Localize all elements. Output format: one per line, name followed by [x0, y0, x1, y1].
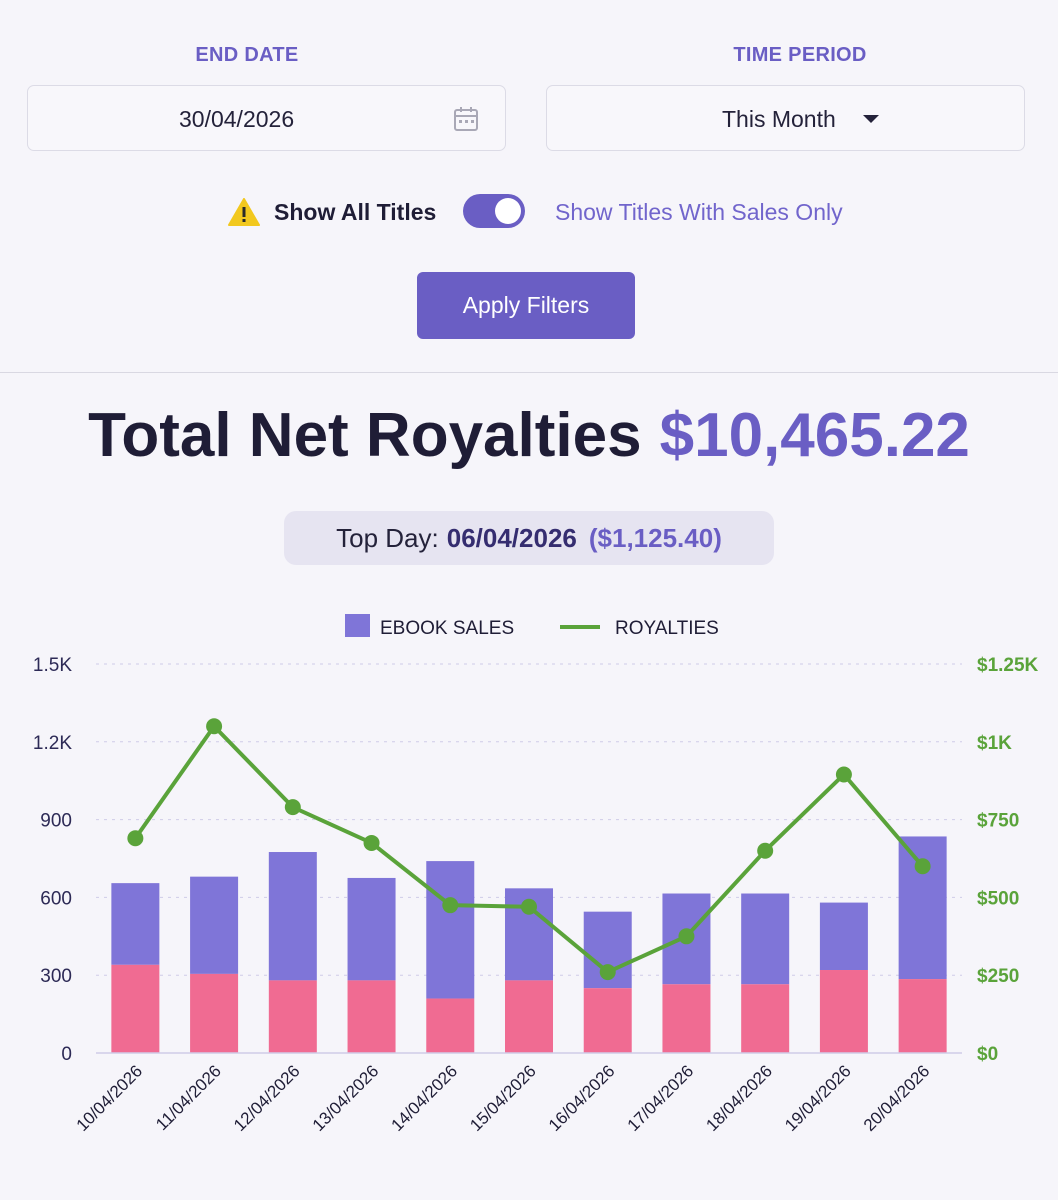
y-right-tick-label: $500: [977, 888, 1019, 909]
x-tick-label: 14/04/2026: [387, 1061, 461, 1135]
royalties-point: [678, 928, 695, 945]
x-tick-label: 15/04/2026: [466, 1061, 540, 1135]
ebook-sales-bar: [741, 893, 790, 985]
time-period-value: This Month: [722, 106, 836, 132]
legend-label-ebook: EBOOK SALES: [380, 618, 514, 639]
royalties-point: [757, 842, 774, 859]
legend-swatch-ebook: [345, 614, 370, 637]
y-left-tick-label: 1.5K: [33, 655, 72, 676]
top-day-label: Top Day:: [336, 523, 439, 553]
x-tick-label: 16/04/2026: [545, 1061, 619, 1135]
ebook-sales-bar: [347, 877, 396, 981]
royalties-heading: Total Net Royalties $10,465.22: [0, 400, 1058, 471]
time-period-select[interactable]: This Month: [546, 85, 1025, 151]
end-date-field[interactable]: 30/04/2026: [27, 85, 506, 151]
show-sales-only-label[interactable]: Show Titles With Sales Only: [555, 199, 843, 225]
paperback-sales-bar: [819, 970, 868, 1053]
paperback-sales-bar: [741, 984, 790, 1053]
royalties-point: [363, 834, 380, 851]
y-right-tick-label: $750: [977, 811, 1019, 832]
toggle-knob: [495, 198, 521, 224]
y-left-tick-label: 600: [40, 888, 72, 909]
royalties-point: [835, 766, 852, 783]
paperback-sales-bar: [583, 988, 632, 1053]
royalties-point: [206, 718, 223, 735]
x-tick-label: 20/04/2026: [860, 1061, 934, 1135]
warning-icon: [228, 198, 260, 226]
y-left-tick-label: 900: [40, 811, 72, 832]
royalties-point: [284, 799, 301, 816]
ebook-sales-bar: [819, 902, 868, 971]
x-tick-label: 18/04/2026: [702, 1061, 776, 1135]
end-date-value: 30/04/2026: [179, 106, 295, 132]
y-right-tick-label: $250: [977, 966, 1019, 987]
x-tick-label: 13/04/2026: [309, 1061, 383, 1135]
y-right-tick-label: $1K: [977, 733, 1012, 754]
royalties-point: [521, 898, 537, 915]
top-day-amount: ($1,125.40): [588, 523, 722, 553]
paperback-sales-bar: [898, 979, 947, 1053]
paperback-sales-bar: [268, 980, 317, 1053]
paperback-sales-bar: [347, 980, 396, 1053]
paperback-sales-bar: [426, 998, 475, 1053]
paperback-sales-bar: [505, 980, 553, 1053]
y-right-tick-label: $1.25K: [977, 655, 1039, 676]
x-tick-label: 10/04/2026: [73, 1061, 147, 1135]
calendar-icon[interactable]: [453, 106, 479, 132]
end-date-label: END DATE: [195, 44, 299, 66]
caret-down-icon: [863, 115, 879, 123]
ebook-sales-bar: [190, 876, 239, 974]
x-tick-label: 12/04/2026: [230, 1061, 304, 1135]
royalties-point: [127, 830, 144, 847]
x-tick-label: 17/04/2026: [624, 1061, 698, 1135]
ebook-sales-bar: [111, 883, 160, 965]
section-divider: [0, 372, 1058, 373]
paperback-sales-bar: [190, 973, 239, 1053]
ebook-sales-bar: [268, 852, 317, 981]
y-right-tick-label: $0: [977, 1044, 998, 1065]
legend-label-royalties: ROYALTIES: [615, 618, 719, 639]
time-period-label: TIME PERIOD: [733, 44, 867, 66]
top-day-badge: Top Day: 06/04/2026 ($1,125.40): [284, 511, 774, 565]
show-all-titles-label[interactable]: Show All Titles: [274, 199, 437, 225]
ebook-sales-bar: [898, 836, 947, 980]
royalties-point: [442, 897, 459, 914]
royalties-point: [599, 964, 616, 981]
y-left-tick-label: 0: [61, 1044, 72, 1065]
top-day-date: 06/04/2026: [446, 523, 577, 553]
paperback-sales-bar: [111, 964, 160, 1053]
x-tick-label: 11/04/2026: [152, 1061, 225, 1134]
y-left-tick-label: 300: [40, 966, 72, 987]
royalties-point: [914, 858, 931, 875]
y-left-tick-label: 1.2K: [33, 733, 72, 754]
apply-filters-button[interactable]: Apply Filters: [417, 272, 635, 339]
total-amount: $10,465.22: [659, 401, 970, 470]
x-tick-label: 19/04/2026: [781, 1061, 855, 1135]
titles-toggle[interactable]: [463, 194, 525, 228]
ebook-sales-bar: [426, 861, 475, 999]
page-title: Total Net Royalties: [88, 401, 642, 470]
royalties-chart: 0 300 600 900 1.2K 1.5K $0 $250 $500 $750 $1K $1.25…: [33, 614, 1039, 1135]
paperback-sales-bar: [662, 984, 711, 1053]
